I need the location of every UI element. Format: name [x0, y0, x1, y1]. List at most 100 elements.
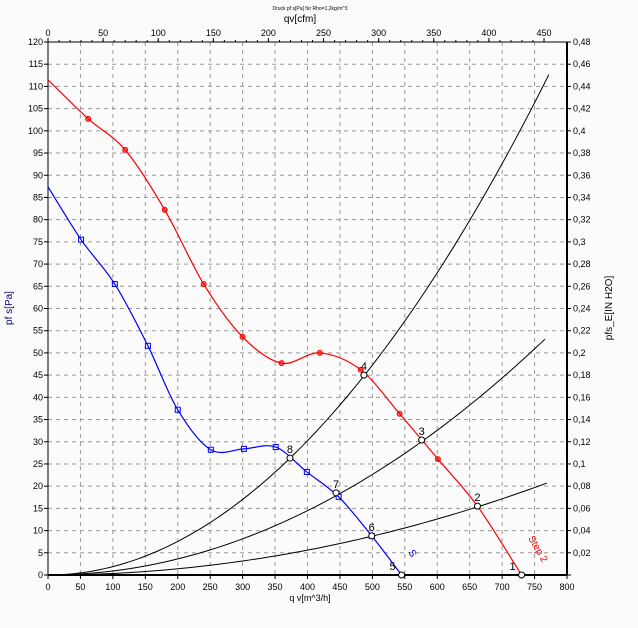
y-tick-label: 90 [33, 170, 43, 180]
x-tick-label: 550 [397, 582, 412, 592]
y-tick-label: 45 [33, 370, 43, 380]
y-tick-label: 65 [33, 281, 43, 291]
y-tick-label: 120 [28, 37, 43, 47]
y2-tick-label: 0,1 [573, 459, 586, 469]
data-point [239, 333, 246, 340]
y-tick-label: 15 [33, 503, 43, 513]
operating-point-label: 6 [369, 522, 375, 534]
x2-tick-label: 100 [151, 28, 166, 38]
series-line-step1 [47, 186, 403, 576]
y2-axis-label: pfs_E[IN H2O] [604, 276, 615, 341]
y2-tick-label: 0,04 [573, 526, 591, 536]
y-tick-label: 60 [33, 304, 43, 314]
y2-tick-label: 0,16 [573, 392, 591, 402]
x-tick-label: 700 [495, 582, 510, 592]
x2-tick-label: 350 [426, 28, 441, 38]
x2-tick-label: 200 [261, 28, 276, 38]
data-point [122, 146, 129, 153]
data-point [174, 406, 181, 413]
y2-tick-label: 0,46 [573, 59, 591, 69]
x-tick-label: 600 [430, 582, 445, 592]
y2-tick-label: 0,44 [573, 81, 591, 91]
x2-tick-label: 150 [206, 28, 221, 38]
x-tick-label: 750 [527, 582, 542, 592]
y2-tick-label: 0,24 [573, 304, 591, 314]
operating-point-label: 2 [474, 492, 480, 504]
x2-tick-label: 450 [536, 28, 551, 38]
y-tick-label: 100 [28, 126, 43, 136]
y-tick-label: 95 [33, 148, 43, 158]
y2-tick-label: 0,36 [573, 170, 591, 180]
x-tick-label: 250 [203, 582, 218, 592]
y-tick-label: 25 [33, 459, 43, 469]
x-tick-label: 300 [235, 582, 250, 592]
data-point [278, 360, 285, 367]
data-point [78, 236, 85, 243]
x-axis-label: q v[m^3/h] [289, 593, 330, 603]
y-tick-label: 75 [33, 237, 43, 247]
data-point [111, 281, 118, 288]
system-curve-1 [47, 74, 550, 576]
y2-tick-label: 0,18 [573, 370, 591, 380]
y2-tick-label: 0,32 [573, 215, 591, 225]
data-point [357, 366, 364, 373]
data-point [272, 444, 279, 451]
y-tick-label: 10 [33, 526, 43, 536]
x-tick-label: 450 [332, 582, 347, 592]
x-tick-label: 50 [75, 582, 85, 592]
data-point [144, 342, 151, 349]
y-tick-label: 85 [33, 192, 43, 202]
operating-point [360, 371, 368, 379]
y2-tick-label: 0,2 [573, 348, 586, 358]
y-tick-label: 5 [38, 548, 43, 558]
operating-point [398, 571, 406, 579]
series-label-step2: Step 2 [525, 534, 549, 565]
data-point [303, 468, 310, 475]
y2-tick-label: 0,3 [573, 237, 586, 247]
chart-title: Druck pf s[Pa] für Rho=1,2kg/m^3 [272, 6, 347, 12]
y2-tick-label: 0,12 [573, 437, 591, 447]
y-tick-label: 40 [33, 392, 43, 402]
x2-tick-label: 300 [371, 28, 386, 38]
y2-tick-label: 0,4 [573, 126, 586, 136]
x-tick-label: 500 [365, 582, 380, 592]
operating-point-label: 5 [390, 561, 396, 573]
system-curve-2 [47, 338, 546, 576]
y2-tick-label: 0,48 [573, 37, 591, 47]
operating-point [418, 436, 426, 444]
data-point [85, 115, 92, 122]
y-tick-label: 110 [29, 81, 43, 91]
y2-tick-label: 0,42 [573, 104, 591, 114]
y-tick-label: 70 [33, 259, 43, 269]
x2-tick-label: 50 [98, 28, 108, 38]
operating-point-label: 1 [510, 561, 516, 573]
x2-tick-label: 250 [316, 28, 331, 38]
y2-tick-label: 0,26 [573, 281, 591, 291]
y-tick-label: 115 [29, 59, 43, 69]
operating-point-label: 4 [361, 361, 367, 373]
y2-tick-label: 0,06 [573, 503, 591, 513]
x-tick-label: 800 [559, 582, 574, 592]
data-point [200, 281, 207, 288]
y2-tick-label: 0,14 [573, 415, 591, 425]
operating-point-label: 3 [419, 426, 425, 438]
y2-tick-label: 0,22 [573, 326, 591, 336]
x-tick-label: 650 [462, 582, 477, 592]
x2-tick-label: 0 [45, 28, 50, 38]
x-tick-label: 100 [105, 582, 120, 592]
y-tick-label: 50 [33, 348, 43, 358]
y2-tick-label: 0,34 [573, 192, 591, 202]
data-point [161, 206, 168, 213]
y-tick-label: 80 [33, 215, 43, 225]
series-line-step2 [47, 79, 523, 576]
y2-tick-label: 0,38 [573, 148, 591, 158]
series-label-step1: S [405, 548, 418, 560]
operating-point [473, 502, 481, 510]
operating-point-label: 8 [287, 444, 293, 456]
x-tick-label: 0 [45, 582, 50, 592]
y2-tick-label: 0,02 [573, 548, 591, 558]
data-point [396, 410, 403, 417]
x2-tick-label: 400 [481, 28, 496, 38]
